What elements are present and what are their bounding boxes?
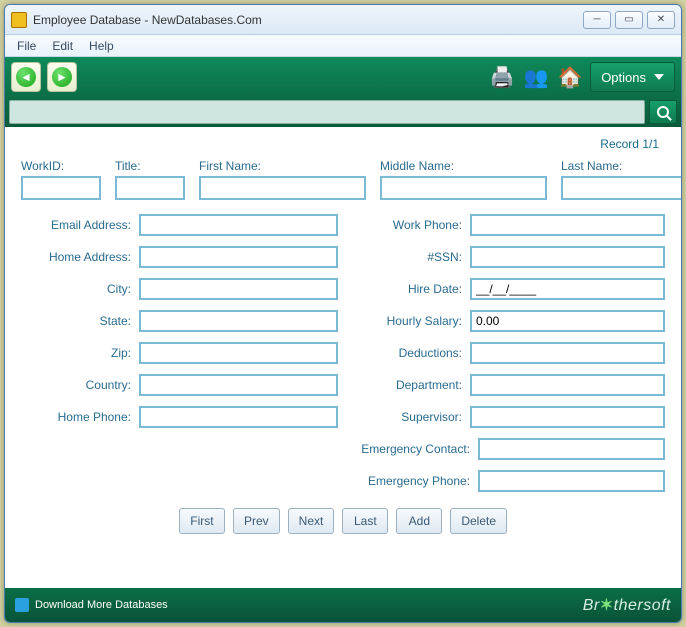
input-home-phone[interactable] [139,406,338,428]
arrow-right-icon: ► [52,67,72,87]
label-last-name: Last Name: [561,159,682,173]
label-home-phone: Home Phone: [21,410,139,424]
menu-help[interactable]: Help [81,37,122,55]
label-ssn: #SSN: [348,250,470,264]
download-link[interactable]: Download More Databases [15,598,168,612]
input-hire-date[interactable] [470,278,665,300]
top-field-row: WorkID: Title: First Name: Middle Name: … [21,159,665,200]
input-middle-name[interactable] [380,176,547,200]
right-column: Work Phone: #SSN: Hire Date: Hourly Sala… [348,214,665,502]
input-email[interactable] [139,214,338,236]
database-icon [15,598,29,612]
minimize-button[interactable]: ─ [583,11,611,29]
input-first-name[interactable] [199,176,366,200]
label-title: Title: [115,159,185,173]
footer: Download More Databases Br✶thersoft [5,588,681,622]
menu-edit[interactable]: Edit [44,37,81,55]
back-button[interactable]: ◄ [11,62,41,92]
menubar: File Edit Help [5,35,681,57]
search-icon [657,106,669,118]
close-button[interactable]: ✕ [647,11,675,29]
app-icon [11,12,27,28]
prev-button[interactable]: Prev [233,508,280,534]
users-icon[interactable]: 👥 [522,63,550,91]
last-button[interactable]: Last [342,508,388,534]
input-emg-phone[interactable] [478,470,665,492]
search-input[interactable] [9,100,645,124]
content-area: Record 1/1 WorkID: Title: First Name: Mi… [5,127,681,534]
menu-file[interactable]: File [9,37,44,55]
label-department: Department: [348,378,470,392]
options-label: Options [601,70,646,85]
toolbar: ◄ ► 🖨️ 👥 🏠 Options [5,57,681,97]
input-work-phone[interactable] [470,214,665,236]
input-state[interactable] [139,310,338,332]
brothersoft-logo: Br✶thersoft [583,595,671,615]
left-column: Email Address: Home Address: City: State… [21,214,338,502]
next-button[interactable]: Next [288,508,335,534]
input-zip[interactable] [139,342,338,364]
add-button[interactable]: Add [396,508,442,534]
input-last-name[interactable] [561,176,682,200]
input-deductions[interactable] [470,342,665,364]
input-workid[interactable] [21,176,101,200]
label-deductions: Deductions: [348,346,470,360]
input-ssn[interactable] [470,246,665,268]
input-title[interactable] [115,176,185,200]
record-indicator: Record 1/1 [21,133,665,159]
label-zip: Zip: [21,346,139,360]
label-work-phone: Work Phone: [348,218,470,232]
label-workid: WorkID: [21,159,101,173]
label-home-addr: Home Address: [21,250,139,264]
input-city[interactable] [139,278,338,300]
input-home-addr[interactable] [139,246,338,268]
arrow-left-icon: ◄ [16,67,36,87]
label-first-name: First Name: [199,159,366,173]
input-department[interactable] [470,374,665,396]
input-emg-contact[interactable] [478,438,665,460]
record-buttons: First Prev Next Last Add Delete [21,508,665,534]
download-label: Download More Databases [35,599,168,611]
label-email: Email Address: [21,218,139,232]
label-city: City: [21,282,139,296]
input-country[interactable] [139,374,338,396]
label-emg-phone: Emergency Phone: [348,474,478,488]
label-country: Country: [21,378,139,392]
maximize-button[interactable]: ▭ [615,11,643,29]
label-hourly: Hourly Salary: [348,314,470,328]
chevron-down-icon [654,74,664,80]
window-title: Employee Database - NewDatabases.Com [33,13,262,27]
input-supervisor[interactable] [470,406,665,428]
label-state: State: [21,314,139,328]
forward-button[interactable]: ► [47,62,77,92]
label-hire-date: Hire Date: [348,282,470,296]
label-middle-name: Middle Name: [380,159,547,173]
titlebar: Employee Database - NewDatabases.Com ─ ▭… [5,5,681,35]
first-button[interactable]: First [179,508,225,534]
search-button[interactable] [649,100,677,124]
input-hourly[interactable] [470,310,665,332]
app-window: Employee Database - NewDatabases.Com ─ ▭… [4,4,682,623]
delete-button[interactable]: Delete [450,508,507,534]
print-icon[interactable]: 🖨️ [488,63,516,91]
form-grid: Email Address: Home Address: City: State… [21,214,665,502]
label-emg-contact: Emergency Contact: [348,442,478,456]
label-supervisor: Supervisor: [348,410,470,424]
home-icon[interactable]: 🏠 [556,63,584,91]
searchbar [5,97,681,127]
options-button[interactable]: Options [590,62,675,92]
